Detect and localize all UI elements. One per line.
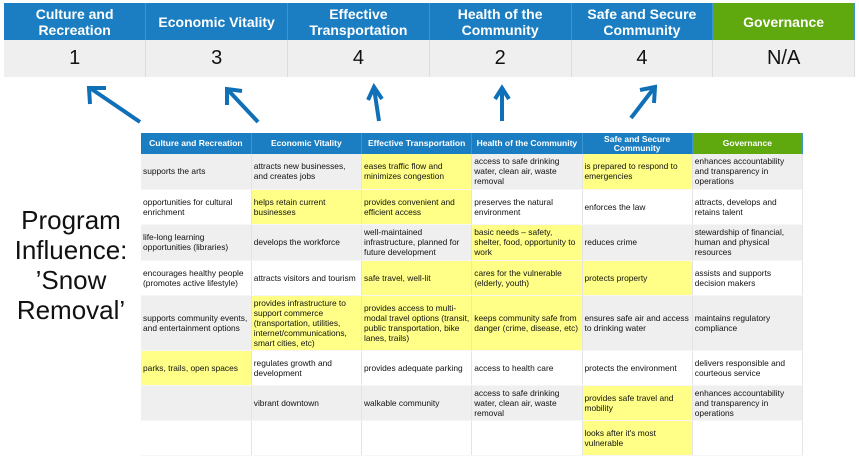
- table-row: looks after it's most vulnerable: [141, 420, 804, 456]
- category-header: Safe and Secure Community: [571, 3, 714, 40]
- table-cell: eases traffic flow and minimizes congest…: [361, 154, 473, 190]
- category-score: N/A: [712, 40, 855, 77]
- table-row: parks, trails, open spaces regulates grow…: [141, 350, 804, 386]
- table-row: supports the arts attracts new businesses…: [141, 154, 804, 190]
- table-row: encourages healthy people (promotes acti…: [141, 260, 804, 296]
- column-header: Health of the Community: [471, 133, 583, 154]
- influence-table: Culture and Recreation Economic Vitality E…: [141, 133, 804, 456]
- table-cell: attracts, develops and retains talent: [692, 189, 804, 225]
- table-cell: [692, 420, 804, 456]
- category-header: Culture and Recreation: [4, 3, 147, 40]
- table-cell: walkable community: [361, 385, 473, 421]
- table-cell: attracts visitors and tourism: [251, 260, 363, 296]
- table-cell: safe travel, well-lit: [361, 260, 473, 296]
- category-header: Effective Transportation: [287, 3, 430, 40]
- table-cell: maintains regulatory compliance: [692, 295, 804, 351]
- table-cell: develops the workforce: [251, 224, 363, 261]
- table-cell: enhances accountability and transparency…: [692, 154, 804, 190]
- table-cell: encourages healthy people (promotes acti…: [141, 260, 252, 296]
- table-cell: stewardship of financial, human and phys…: [692, 224, 804, 261]
- arrow-icon: [86, 86, 142, 124]
- column-header: Effective Transportation: [361, 133, 473, 154]
- table-cell: access to health care: [471, 350, 583, 386]
- table-cell: keeps community safe from danger (crime,…: [471, 295, 583, 351]
- category-score: 4: [571, 40, 714, 77]
- table-cell: is prepared to respond to emergencies: [582, 154, 693, 190]
- arrow-icon: [366, 82, 384, 122]
- table-cell: ensures safe air and access to drinking …: [582, 295, 693, 351]
- category-score: 3: [145, 40, 288, 77]
- scores-table: Culture and Recreation Economic Vitality E…: [4, 3, 855, 77]
- column-header: Safe and Secure Community: [582, 133, 693, 154]
- table-cell: access to safe drinking water, clean air…: [471, 385, 583, 421]
- table-row: vibrant downtown walkable community access…: [141, 385, 804, 421]
- column-header: Governance: [692, 133, 804, 154]
- arrow-icon: [225, 86, 260, 124]
- table-cell: assists and supports decision makers: [692, 260, 804, 296]
- category-header: Economic Vitality: [145, 3, 288, 40]
- category-header: Governance: [712, 3, 855, 40]
- column-header: Culture and Recreation: [141, 133, 252, 154]
- column-header: Economic Vitality: [251, 133, 363, 154]
- table-cell: access to safe drinking water, clean air…: [471, 154, 583, 190]
- table-cell: [361, 420, 473, 456]
- table-cell: preserves the natural environment: [471, 189, 583, 225]
- table-cell: delivers responsible and courteous servi…: [692, 350, 804, 386]
- table-cell: enhances accountability and transparency…: [692, 385, 804, 421]
- table-row: supports community events, and entertain…: [141, 295, 804, 351]
- table-cell: opportunities for cultural enrichment: [141, 189, 252, 225]
- category-score: 2: [429, 40, 572, 77]
- table-cell: looks after it's most vulnerable: [582, 420, 693, 456]
- table-cell: provides infrastructure to support comme…: [251, 295, 363, 351]
- table-cell: basic needs – safety, shelter, food, opp…: [471, 224, 583, 261]
- table-cell: supports the arts: [141, 154, 252, 190]
- table-cell: cares for the vulnerable (elderly, youth…: [471, 260, 583, 296]
- arrow-icon: [493, 84, 511, 121]
- table-cell: provides adequate parking: [361, 350, 473, 386]
- table-cell: parks, trails, open spaces: [141, 350, 252, 386]
- table-cell: reduces crime: [582, 224, 693, 261]
- table-cell: supports community events, and entertain…: [141, 295, 252, 351]
- arrow-icon: [629, 84, 658, 120]
- category-header: Health of the Community: [429, 3, 572, 40]
- table-cell: well-maintained infrastructure, planned …: [361, 224, 473, 261]
- table-cell: vibrant downtown: [251, 385, 363, 421]
- table-cell: helps retain current businesses: [251, 189, 363, 225]
- category-score: 1: [4, 40, 147, 77]
- table-cell: provides convenient and efficient access: [361, 189, 473, 225]
- table-cell: [251, 420, 363, 456]
- table-cell: attracts new businesses, and creates job…: [251, 154, 363, 190]
- table-cell: provides access to multi-modal travel op…: [361, 295, 473, 351]
- category-score: 4: [287, 40, 430, 77]
- table-cell: regulates growth and development: [251, 350, 363, 386]
- table-cell: [471, 420, 583, 456]
- table-row: opportunities for cultural enrichment hel…: [141, 189, 804, 225]
- table-cell: protects property: [582, 260, 693, 296]
- table-cell: protects the environment: [582, 350, 693, 386]
- program-influence-label: Program Influence: ’Snow Removal’: [14, 205, 128, 325]
- table-cell: life-long learning opportunities (librar…: [141, 224, 252, 261]
- table-row: life-long learning opportunities (librar…: [141, 224, 804, 261]
- table-cell: provides safe travel and mobility: [582, 385, 693, 421]
- table-cell: [141, 385, 252, 421]
- table-cell: enforces the law: [582, 189, 693, 225]
- table-cell: [141, 420, 252, 456]
